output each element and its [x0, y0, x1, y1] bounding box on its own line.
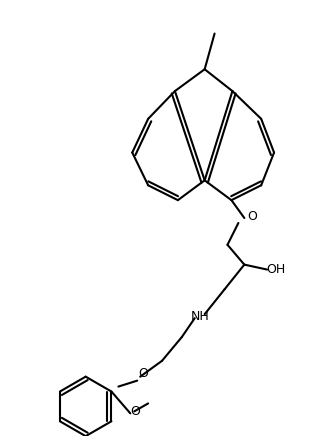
Text: NH: NH	[190, 310, 209, 323]
Text: O: O	[138, 367, 148, 380]
Text: O: O	[247, 209, 257, 223]
Text: O: O	[130, 405, 140, 418]
Text: OH: OH	[266, 263, 286, 276]
